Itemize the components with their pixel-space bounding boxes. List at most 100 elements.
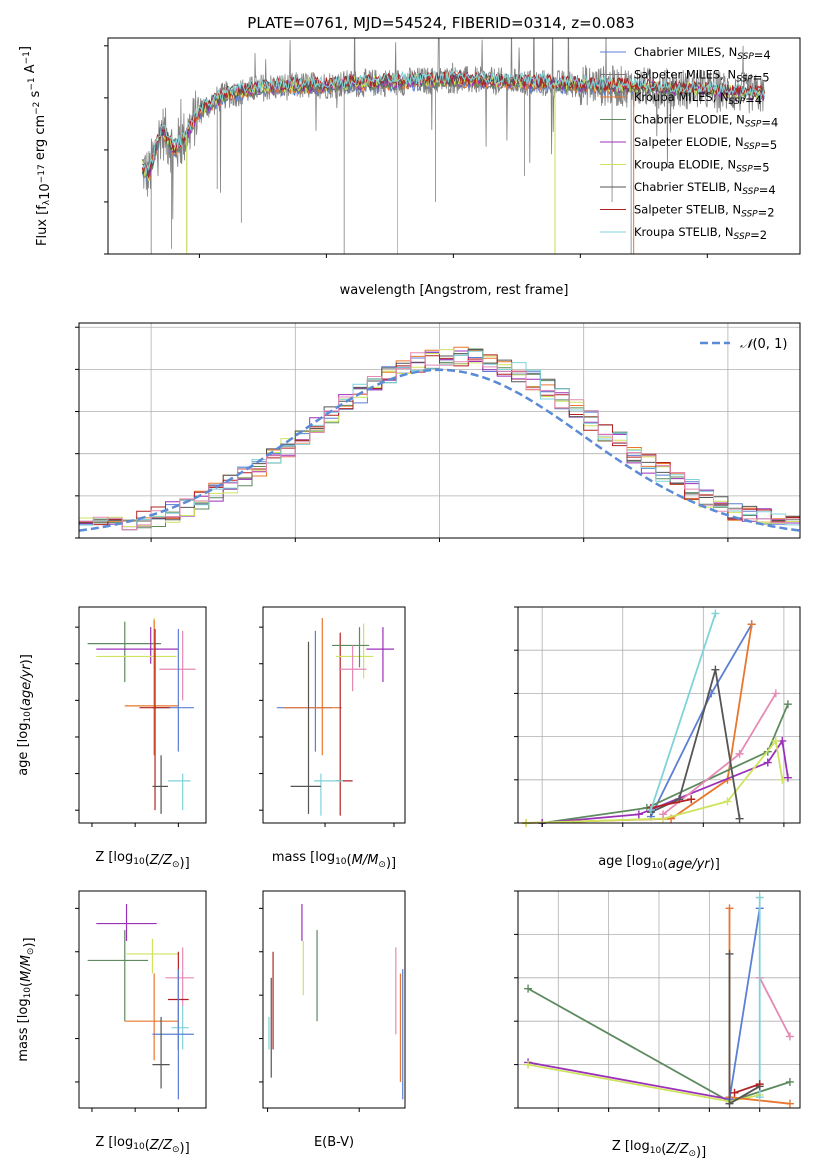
label-part: 10 <box>38 183 53 200</box>
label-part: SSP <box>737 52 754 62</box>
axes-frame <box>107 37 801 255</box>
axes-frame <box>517 606 801 824</box>
x-axis-label: mass [log10(M/M⊙)] <box>272 850 396 871</box>
mass-vs-ebv-panel: E(B-V) <box>259 890 406 1150</box>
weight-vs-age-panel: age [log10(age/yr)] <box>514 606 801 872</box>
plot-area <box>78 346 801 532</box>
legend-label: 𝒩(0, 1) <box>740 337 787 352</box>
legend-label: Salpeter ELODIE, NSSP=5 <box>634 135 777 152</box>
label-part: 10 <box>650 1146 662 1156</box>
weight-marker <box>735 814 744 823</box>
weight-marker <box>730 1088 739 1097</box>
weight-line <box>650 669 741 819</box>
legend-label: Kroupa ELODIE, NSSP=5 <box>634 158 770 175</box>
weight-marker <box>785 1099 794 1108</box>
label-part: 10 <box>23 711 33 723</box>
residual-histogram <box>79 352 800 531</box>
label-part: =5 <box>753 161 770 175</box>
axes-frame <box>78 606 207 824</box>
label-part: 10 <box>23 987 33 999</box>
label-part: =4 <box>754 48 771 62</box>
label-part: )] <box>710 857 720 872</box>
plot-area <box>141 38 765 254</box>
label-part: 10 <box>133 857 145 867</box>
label-part: age [log <box>16 723 31 776</box>
x-axis-label: Z [log10(Z/Z⊙)] <box>95 1135 189 1156</box>
legend-label: Chabrier ELODIE, NSSP=4 <box>634 113 778 130</box>
label-part: ( <box>19 982 34 987</box>
label-part: λ <box>42 199 52 205</box>
label-part: ( <box>347 853 352 868</box>
legend-label: Chabrier STELIB, NSSP=4 <box>634 180 776 197</box>
normal-curve <box>78 368 801 532</box>
weight-marker <box>763 758 772 767</box>
model-spectrum-chabrier-miles <box>141 75 635 184</box>
plot-area <box>87 904 194 1100</box>
label-part: Flux [f <box>35 205 50 246</box>
label-part: (0, 1) <box>752 337 787 352</box>
weight-marker <box>747 620 756 629</box>
label-part: Kroupa ELODIE, N <box>634 158 736 172</box>
weight-line <box>542 738 789 824</box>
axes <box>104 45 708 258</box>
weight-marker <box>771 689 780 698</box>
label-part: Z/Z <box>665 1142 689 1157</box>
label-part: )] <box>386 856 396 871</box>
label-part: )] <box>19 654 34 664</box>
figure-title: PLATE=0761, MJD=54524, FIBERID=0314, z=0… <box>247 14 634 32</box>
weight-marker <box>659 810 668 819</box>
label-part: s <box>28 90 43 101</box>
label-part: ( <box>145 1138 150 1153</box>
label-part: ( <box>663 857 668 872</box>
axes <box>75 907 179 1112</box>
weight-marker <box>785 1077 794 1086</box>
weight-marker <box>711 609 720 618</box>
label-part: Z [log <box>95 1135 133 1150</box>
label-part: =5 <box>760 138 777 152</box>
label-part: Salpeter MILES, N <box>634 68 736 82</box>
label-part: 10 <box>335 857 347 867</box>
label-part: ] <box>18 46 33 51</box>
label-part: )] <box>180 856 190 871</box>
weight-marker <box>711 665 720 674</box>
weight-marker <box>646 806 655 815</box>
label-part: Chabrier MILES, N <box>634 45 737 59</box>
plot-area <box>87 617 196 814</box>
label-part: Z [log <box>95 850 133 865</box>
weight-marker <box>524 984 533 993</box>
label-part: Chabrier ELODIE, N <box>634 113 745 127</box>
label-part: =2 <box>750 228 767 242</box>
label-part: SSP <box>729 97 746 107</box>
x-axis-label: Z [log10(Z/Z⊙)] <box>95 850 189 871</box>
label-part: M/M <box>19 955 34 982</box>
plot-area <box>276 617 394 816</box>
axes <box>75 626 179 827</box>
label-part: )] <box>696 1145 706 1160</box>
label-part: E(B-V) <box>314 1135 354 1150</box>
x-axis-label: Z [log10(Z/Z⊙)] <box>612 1139 706 1160</box>
weight-line <box>758 977 791 1037</box>
label-part: age/yr <box>19 663 34 706</box>
model-spectrum-kroupa-stelib <box>142 69 765 175</box>
label-part: ( <box>661 1142 666 1157</box>
legend-label: Salpeter STELIB, NSSP=2 <box>634 203 775 220</box>
x-axis-label: E(B-V) <box>314 1135 354 1150</box>
weight-line <box>734 1083 760 1094</box>
label-part: SSP <box>734 232 751 242</box>
label-part: Kroupa STELIB, N <box>634 225 734 239</box>
weight-marker <box>755 1093 764 1102</box>
weight-line <box>526 624 753 824</box>
label-part: SSP <box>736 75 753 85</box>
label-part: erg cm <box>33 115 48 164</box>
weight-marker <box>687 795 696 804</box>
label-part: SSP <box>745 120 762 130</box>
label-part: SSP <box>736 165 753 175</box>
y-axis-label: Flux [fλ10−17 erg cm−2 s−1 A−1] <box>18 46 53 246</box>
weight-line <box>650 798 692 809</box>
axes-frame <box>262 606 406 824</box>
legend: 𝒩(0, 1) <box>700 337 787 352</box>
weight-marker <box>634 810 643 819</box>
